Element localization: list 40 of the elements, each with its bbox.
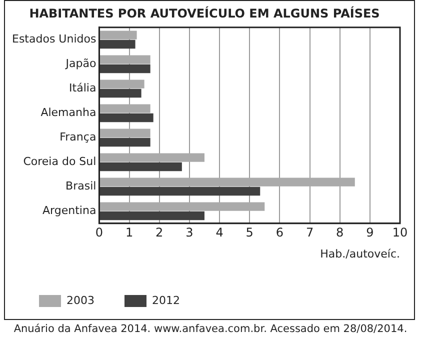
y-tick-label: Alemanha: [40, 106, 96, 120]
x-tick-label: 6: [276, 226, 284, 240]
y-tick-label: Itália: [69, 82, 96, 95]
x-tick-label: 10: [392, 226, 408, 240]
legend-label: 2012: [152, 294, 180, 307]
bar: [100, 104, 150, 113]
x-tick-label: 7: [306, 226, 314, 240]
bar: [100, 80, 144, 88]
y-tick-label: Brasil: [66, 180, 96, 193]
x-tick-label: 0: [95, 226, 104, 240]
x-tick-label: 3: [186, 226, 194, 240]
bar: [100, 186, 260, 196]
y-tick-label: França: [60, 130, 96, 144]
x-tick-label: 8: [336, 226, 344, 240]
bar: [100, 30, 137, 40]
x-tick-label: 5: [246, 226, 254, 240]
x-axis-title: Hab./autoveíc.: [320, 247, 400, 260]
bar: [100, 88, 142, 98]
chart-title: HABITANTES POR AUTOVEÍCULO EM ALGUNS PAÍSES: [29, 5, 380, 20]
text: Anuário da Anfavea 2014. www.anfavea.com.br. Acessado em 28/08/2014.: [12, 323, 408, 335]
y-tick-label: Coreia do Sul: [23, 155, 96, 168]
bar: [100, 211, 204, 220]
bar: [100, 138, 150, 147]
bar: [100, 202, 265, 211]
bar: [100, 162, 182, 172]
x-tick-label: 2: [156, 226, 164, 240]
y-tick-label: Estados Unidos: [12, 32, 96, 46]
x-tick-label: 9: [366, 226, 374, 240]
legend-label: 2003: [66, 294, 94, 307]
y-tick-label: Japão: [64, 57, 96, 70]
y-tick-label: Argentina: [42, 204, 96, 218]
bar: [100, 178, 355, 186]
bar: [100, 128, 150, 138]
bar: [100, 55, 150, 64]
x-tick-label: 4: [216, 226, 224, 240]
x-tick-label: 1: [125, 226, 134, 240]
bar: [100, 64, 150, 74]
bar: [100, 153, 204, 162]
bar: [100, 40, 136, 49]
bar: [100, 113, 154, 122]
